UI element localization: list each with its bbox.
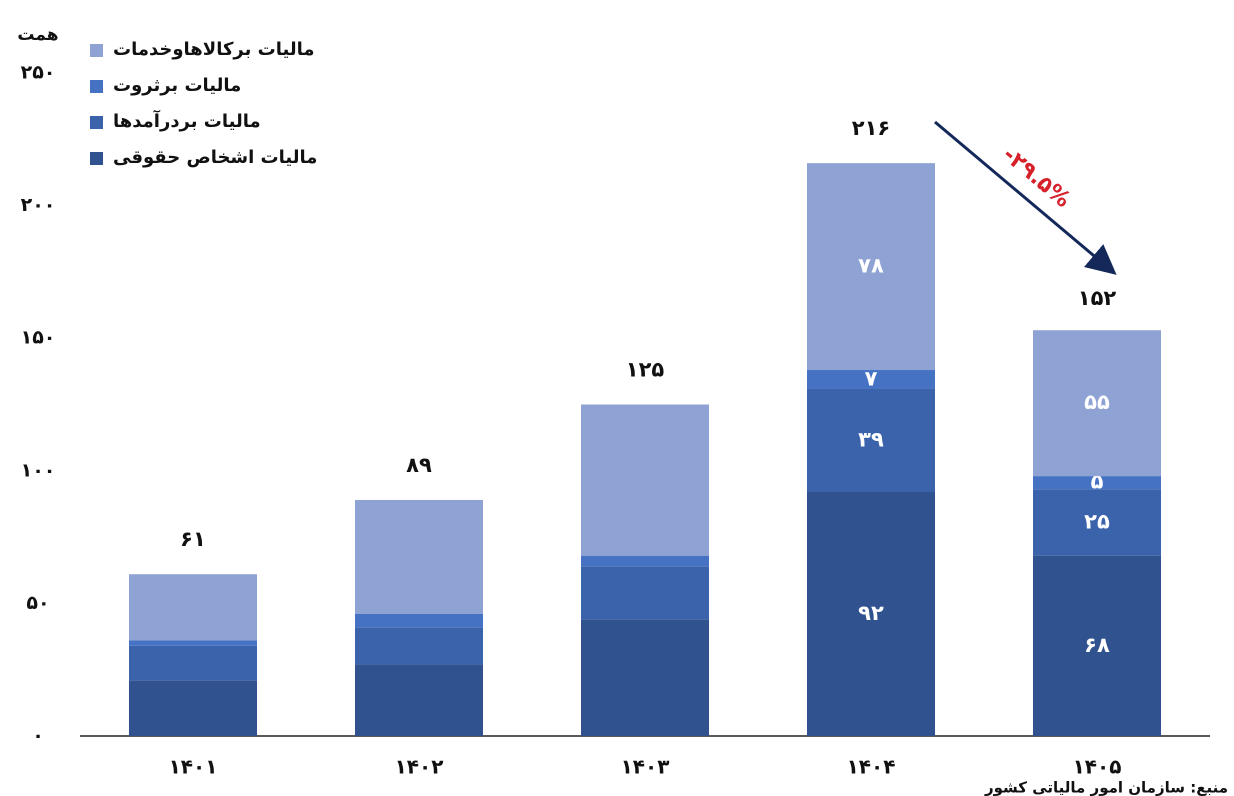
segment-label: ۲۵ — [1084, 510, 1110, 534]
bar-segment — [129, 640, 257, 646]
segment-label: ۵۵ — [1084, 390, 1110, 414]
bar-segment — [581, 555, 709, 567]
bar-segment — [1033, 476, 1161, 490]
y-tick-label: ۱۵۰ — [21, 327, 56, 349]
legend-label: مالیات برثروت — [113, 75, 241, 96]
bar-segment — [581, 566, 709, 620]
bar-segment — [355, 664, 483, 736]
x-tick-label: ۱۴۰۳ — [621, 755, 670, 779]
x-tick-label: ۱۴۰۴ — [847, 755, 896, 779]
y-tick-label: ۱۰۰ — [21, 459, 56, 481]
bar-segment — [355, 499, 483, 615]
bar-segment — [1033, 555, 1161, 736]
bar-segment — [129, 645, 257, 681]
total-label: ۲۱۶ — [852, 116, 890, 140]
segment-label: ۹۲ — [858, 601, 884, 625]
total-label: ۱۵۲ — [1078, 286, 1117, 310]
bar-segment — [1033, 330, 1161, 477]
legend-label: مالیات بردرآمدها — [113, 109, 261, 132]
legend-swatch — [90, 116, 103, 129]
bar-segment — [1033, 489, 1161, 556]
segment-label: ۷ — [865, 366, 878, 390]
change-label: -۲۹.۵% — [998, 142, 1075, 212]
bar-segment — [581, 404, 709, 556]
y-tick-label: ۲۵۰ — [21, 62, 56, 84]
bar-segment — [807, 492, 935, 736]
y-tick-label: ۰ — [32, 725, 44, 747]
bar-segment — [807, 388, 935, 493]
legend-label: مالیات برکالاهاوخدمات — [113, 39, 315, 60]
y-tick-label: ۲۰۰ — [21, 194, 56, 216]
segment-label: ۶۸ — [1084, 633, 1110, 657]
bar-segment — [807, 370, 935, 389]
bar-segment — [807, 163, 935, 371]
change-arrow — [934, 120, 1117, 275]
x-tick-label: ۱۴۰۵ — [1073, 755, 1122, 779]
y-unit: همت — [17, 25, 58, 45]
bar-segment — [581, 619, 709, 736]
legend-swatch — [90, 80, 103, 93]
x-tick-label: ۱۴۰۱ — [169, 755, 218, 779]
legend-swatch — [90, 44, 103, 57]
legend-label: مالیات اشخاص حقوقی — [113, 147, 317, 168]
total-label: ۸۹ — [406, 453, 432, 477]
bar-segment — [129, 680, 257, 736]
total-label: ۶۱ — [180, 527, 206, 551]
y-tick-label: ۵۰ — [26, 592, 49, 614]
bar-segment — [355, 627, 483, 665]
segment-label: ۳۹ — [858, 427, 884, 451]
segment-label: ۷۸ — [858, 254, 884, 278]
source: منبع: سازمان امور مالیاتی کشور — [984, 779, 1228, 796]
x-tick-label: ۱۴۰۲ — [395, 755, 444, 779]
bar-segment — [129, 574, 257, 641]
legend-swatch — [90, 152, 103, 165]
total-label: ۱۲۵ — [626, 358, 665, 382]
bar-segment — [355, 614, 483, 628]
